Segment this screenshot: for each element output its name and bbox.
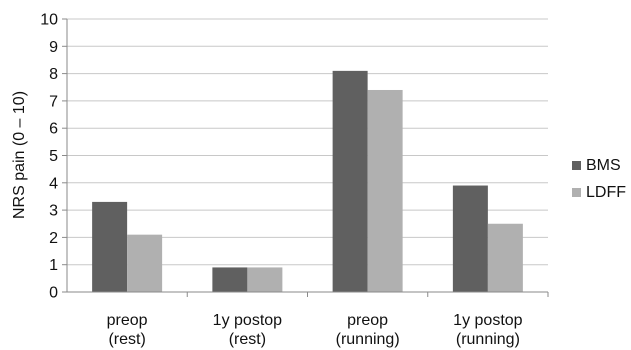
legend-label-ldff: LDFF	[586, 184, 626, 201]
y-tick-label: 6	[49, 121, 58, 138]
bar-bms-2	[332, 70, 368, 293]
legend-swatch-ldff	[572, 188, 581, 197]
category-label: preop	[347, 312, 388, 329]
y-tick-labels: 0 1 2 3 4 5 6 7 8 9 10	[40, 12, 58, 302]
y-tick-label: 9	[49, 39, 58, 56]
y-tick-label: 5	[49, 148, 58, 165]
axes	[62, 18, 549, 297]
bars	[92, 70, 523, 293]
bar-ldff-3	[487, 223, 523, 292]
legend-swatch-bms	[572, 161, 581, 170]
category-label: (rest)	[108, 331, 145, 348]
y-tick-label: 8	[49, 66, 58, 83]
y-tick-label: 0	[49, 285, 58, 302]
category-label: (rest)	[229, 331, 266, 348]
bar-ldff-1	[247, 267, 283, 292]
bar-ldff-0	[127, 234, 163, 292]
category-label: (running)	[456, 331, 520, 348]
y-tick-label: 2	[49, 230, 58, 247]
category-label: preop	[107, 312, 148, 329]
bar-ldff-2	[367, 89, 403, 292]
legend-label-bms: BMS	[586, 157, 621, 174]
y-tick-label: 10	[40, 12, 58, 29]
y-tick-label: 7	[49, 93, 58, 110]
bar-bms-0	[92, 201, 128, 292]
y-axis-title: NRS pain (0 – 10)	[11, 91, 28, 219]
y-tick-label: 1	[49, 257, 58, 274]
y-tick-label: 3	[49, 203, 58, 220]
category-label: (running)	[336, 331, 400, 348]
bar-bms-3	[452, 185, 488, 292]
category-labels: preop (rest) 1y postop (rest) preop (running)…	[107, 312, 523, 348]
y-tick-label: 4	[49, 175, 58, 192]
category-label: 1y postop	[453, 312, 522, 329]
bar-bms-1	[212, 267, 248, 292]
legend: BMS LDFF	[572, 157, 626, 201]
category-label: 1y postop	[213, 312, 282, 329]
